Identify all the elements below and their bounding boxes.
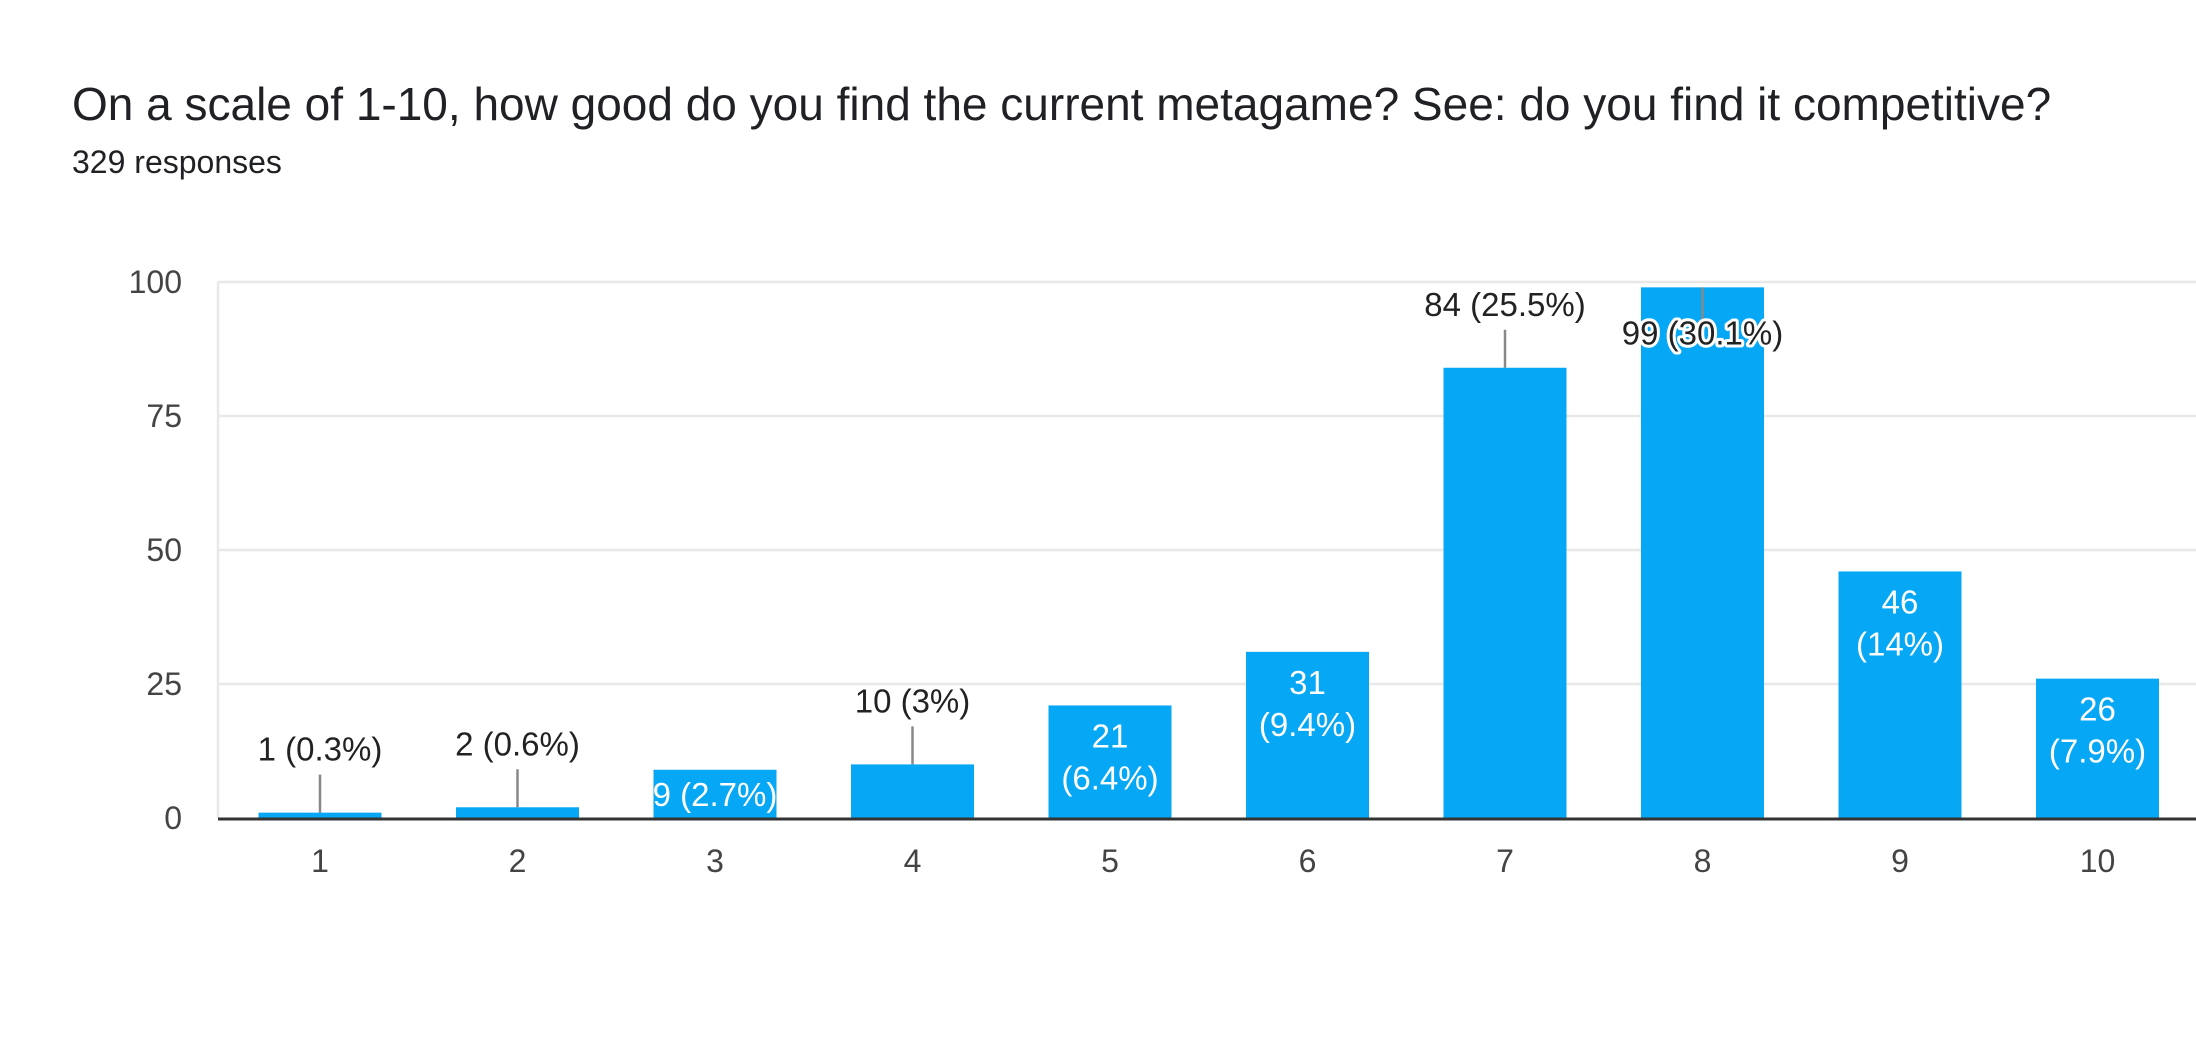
data-label: 26 [2079, 691, 2116, 728]
data-label: (9.4%) [1259, 706, 1356, 743]
bar [1641, 287, 1764, 818]
y-tick-label: 50 [146, 532, 182, 568]
bar [456, 807, 579, 818]
x-tick-label: 9 [1891, 843, 1909, 879]
data-label: 31 [1289, 664, 1326, 701]
response-count: 329 responses [72, 144, 282, 180]
y-tick-label: 75 [146, 398, 182, 434]
data-label: 84 (25.5%) [1424, 286, 1585, 323]
chart-header: On a scale of 1-10, how good do you find… [72, 74, 2051, 182]
bar [1048, 705, 1172, 818]
bar [1838, 571, 1962, 818]
bar [2036, 678, 2159, 818]
data-label: (14%) [1856, 625, 1944, 662]
data-label: 2 (0.6%) [455, 725, 580, 762]
x-tick-label: 1 [311, 843, 329, 879]
y-tick-label: 100 [129, 264, 182, 300]
data-label: 9 (2.7%) [653, 776, 778, 813]
x-tick-label: 6 [1299, 843, 1317, 879]
y-tick-label: 25 [146, 666, 182, 702]
bar [258, 812, 382, 818]
data-labels: 1 (0.3%) 2 (0.6%) 9 (2.7%) 10 (3%) 21 (6.4%) 3… [258, 286, 2146, 813]
data-label: 46 [1882, 583, 1919, 620]
bar [653, 769, 777, 818]
bar [1443, 367, 1567, 818]
x-tick-label: 2 [509, 843, 527, 879]
chart-title: On a scale of 1-10, how good do you find… [72, 78, 2052, 130]
y-tick-label: 0 [164, 800, 182, 836]
data-label: 21 [1092, 717, 1129, 754]
data-label: (6.4%) [1061, 759, 1158, 796]
x-tick-label: 7 [1496, 843, 1514, 879]
data-label: (7.9%) [2049, 733, 2146, 770]
data-label: 99 (30.1%) [1622, 314, 1783, 351]
data-label: 10 (3%) [855, 682, 971, 719]
x-tick-label: 3 [706, 843, 724, 879]
bar [851, 764, 974, 818]
x-tick-label: 8 [1694, 843, 1712, 879]
bar [1246, 651, 1369, 818]
data-label: 1 (0.3%) [258, 731, 383, 768]
x-tick-label: 4 [904, 843, 922, 879]
x-tick-label: 10 [2080, 843, 2116, 879]
x-tick-label: 5 [1101, 843, 1119, 879]
